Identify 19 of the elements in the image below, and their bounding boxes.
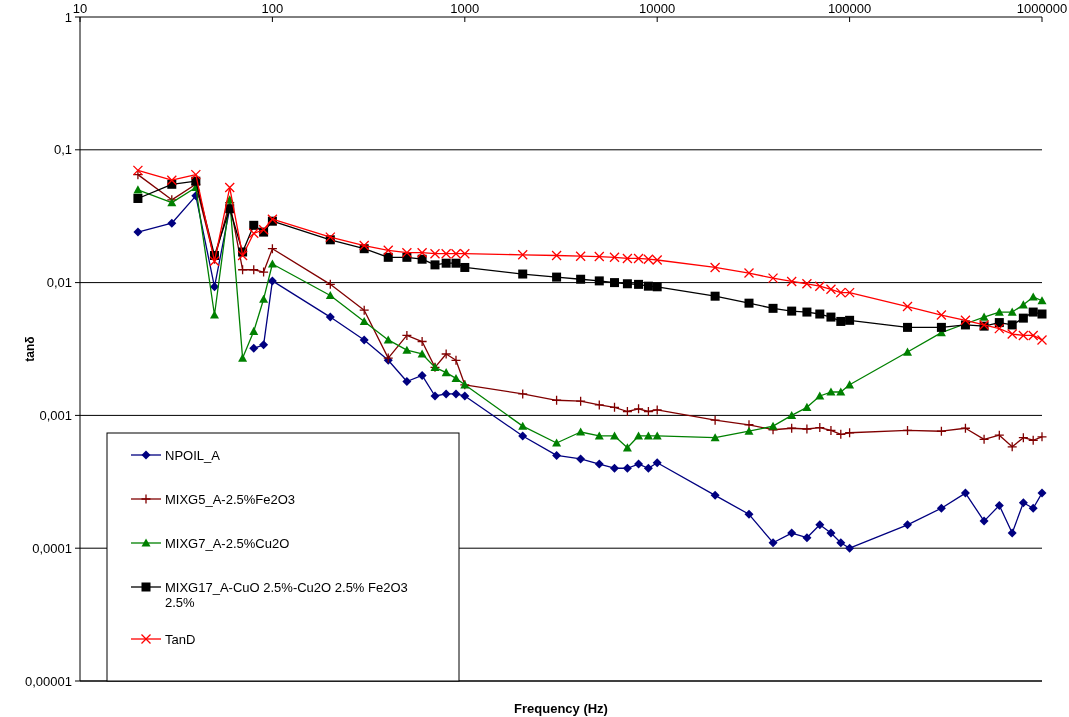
legend-label: TanD <box>165 631 196 647</box>
x-tick-label: 100 <box>261 1 284 16</box>
legend-label: NPOIL_A <box>165 447 221 463</box>
y-tick-label: 0,1 <box>53 142 72 158</box>
x-axis-title: Frequency (Hz) <box>514 701 608 716</box>
y-tick-label: 0,0001 <box>32 540 72 556</box>
y-tick-label: 0,01 <box>46 275 72 291</box>
y-tick-label: 0,00001 <box>25 673 72 689</box>
legend-label: MIXG5_A-2.5%Fe2O3 <box>165 491 296 507</box>
y-tick-label: 1 <box>64 9 72 25</box>
legend-label: MIXG7_A-2.5%Cu2O <box>165 535 290 551</box>
x-tick-label: 1000 <box>450 1 480 16</box>
legend-label: MIXG17_A-CuO 2.5%-Cu2O 2.5% Fe2O3 2.5% <box>165 579 408 611</box>
x-tick-label: 10000 <box>639 1 676 16</box>
y-tick-label: 0,001 <box>39 407 72 423</box>
x-tick-label: 100000 <box>827 1 872 16</box>
y-axis-title: tanδ <box>23 336 37 362</box>
x-tick-label: 10 <box>72 1 88 16</box>
x-tick-label: 1000000 <box>1016 1 1068 16</box>
